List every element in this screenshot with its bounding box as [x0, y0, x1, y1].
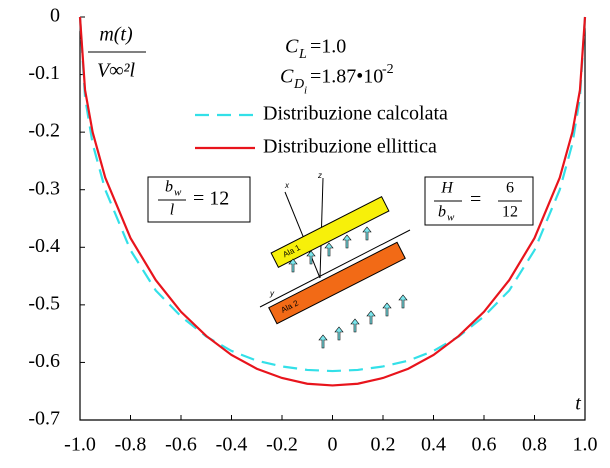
- y-tick-label: -0.5: [28, 292, 60, 314]
- axis-y-label: y: [269, 289, 275, 298]
- ratio-numerator: H: [440, 180, 454, 197]
- ratio-denominator-sub: w: [447, 212, 455, 224]
- y-tick-label: -0.3: [28, 177, 60, 199]
- ratio-value-denominator: 12: [502, 204, 518, 221]
- lift-value: =1.0: [310, 36, 346, 58]
- x-tick-label: -0.8: [115, 434, 147, 456]
- drag-subscript: D: [293, 77, 304, 92]
- x-tick-label: 0.2: [371, 434, 396, 456]
- x-tick-label: -1.0: [64, 434, 96, 456]
- legend-label: Distribuzione calcolata: [263, 103, 448, 125]
- ratio-value: = 12: [193, 188, 229, 210]
- y-label-denominator: V∞²l: [97, 60, 135, 82]
- axis-y: [260, 230, 410, 307]
- x-tick-label: 1.0: [573, 434, 598, 456]
- axis-x-label: x: [284, 181, 290, 190]
- y-tick-label: -0.6: [28, 350, 60, 372]
- y-tick-label: -0.7: [28, 408, 60, 430]
- drag-symbol: C: [280, 66, 294, 88]
- x-tick-label: 0: [328, 434, 338, 456]
- ratio-numerator: b: [165, 179, 173, 196]
- wing-diagram: x z y Ala 1 Ala 2: [260, 171, 410, 348]
- axis-z-label: z: [317, 171, 322, 180]
- lift-symbol: C: [285, 36, 299, 58]
- y-tick-label: 0: [50, 5, 60, 27]
- y-tick-label: -0.4: [28, 235, 60, 257]
- x-label: t: [575, 393, 581, 415]
- x-tick-label: 0.6: [472, 434, 497, 456]
- x-tick-label: -0.4: [216, 434, 248, 456]
- x-tick-label: -0.6: [165, 434, 197, 456]
- x-tick-label: -0.2: [266, 434, 298, 456]
- lift-subscript: L: [298, 47, 307, 62]
- y-tick-label: -0.1: [28, 62, 60, 84]
- ratio-value-numerator: 6: [506, 180, 514, 197]
- ratio-denominator: b: [438, 204, 446, 221]
- x-tick-label: 0.4: [421, 434, 446, 456]
- chart: 0 -0.1 -0.2 -0.3 -0.4 -0.5 -0.6 -0.7-1.0 -0.8 -0.…: [0, 0, 610, 468]
- drag-exponent: -2: [382, 62, 394, 77]
- drag-value: =1.87•10: [310, 66, 383, 88]
- drag-subsubscript: i: [304, 85, 307, 97]
- x-tick-label: 0.8: [522, 434, 547, 456]
- ratio-equals: =: [470, 189, 481, 211]
- legend-label: Distribuzione ellittica: [263, 136, 437, 158]
- ratio-numerator-sub: w: [174, 187, 182, 199]
- y-tick-label: -0.2: [28, 120, 60, 142]
- y-label-numerator: m(t): [99, 24, 133, 46]
- ratio-denominator: l: [170, 202, 175, 219]
